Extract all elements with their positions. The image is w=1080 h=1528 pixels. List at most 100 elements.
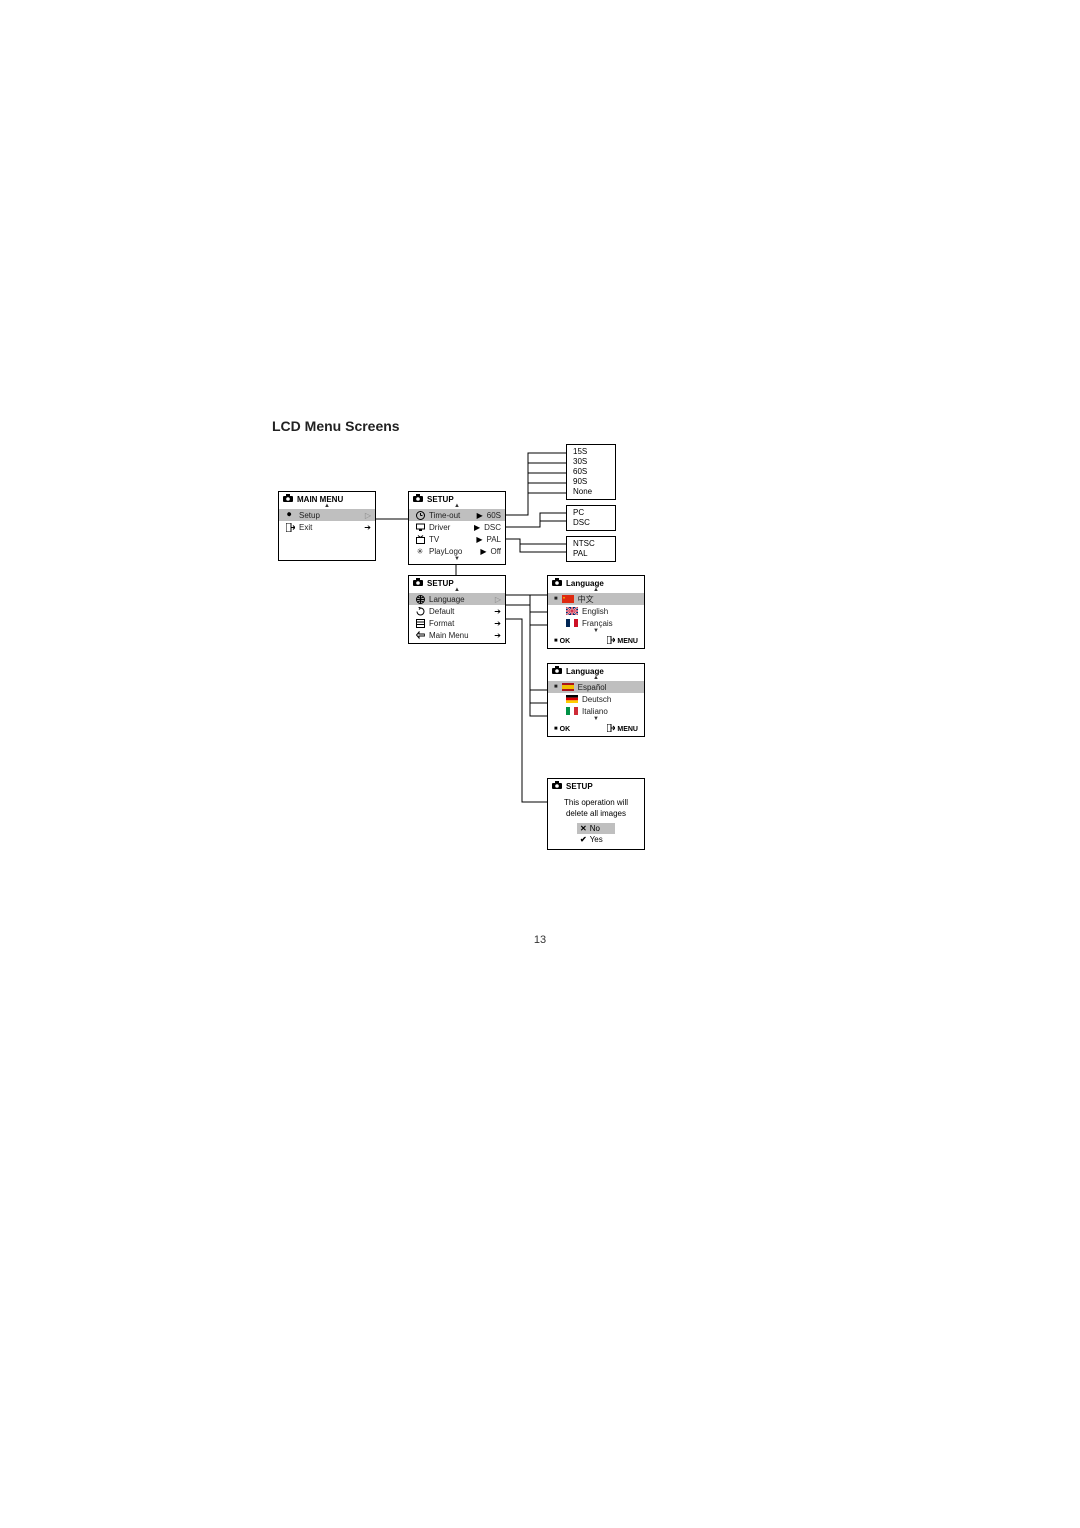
arrow-right-icon: ➔ <box>494 607 501 616</box>
menu-item-tv[interactable]: TV ▶ PAL <box>409 533 505 545</box>
opt-30s[interactable]: 30S <box>573 457 609 467</box>
confirm-line2: delete all images <box>552 808 640 819</box>
exit-icon <box>607 724 615 734</box>
driver-value: DSC <box>484 523 501 532</box>
flag-icon-cn <box>562 595 574 603</box>
confirm-title: SETUP <box>566 782 593 791</box>
confirm-no-label: No <box>590 824 600 833</box>
confirm-header: SETUP <box>548 779 644 791</box>
opt-ntsc[interactable]: NTSC <box>573 539 609 549</box>
format-icon <box>415 619 425 628</box>
lang-english-label: English <box>582 607 640 616</box>
page-number: 13 <box>0 934 1080 946</box>
panel-main-menu: MAIN MENU ▲ Setup ▷ Exit ➔ <box>278 491 376 561</box>
timeout-label: Time-out <box>429 511 473 520</box>
menu-item-timeout[interactable]: Time-out ▶ 60S <box>409 509 505 521</box>
globe-icon <box>415 595 425 604</box>
x-icon: ✕ <box>580 824 587 833</box>
camera-icon <box>552 578 562 588</box>
back-icon <box>415 631 425 640</box>
exit-icon <box>607 636 615 646</box>
lang-german-label: Deutsch <box>582 695 640 704</box>
lang-french-label: Français <box>582 619 640 628</box>
menu-item-driver[interactable]: Driver ▶ DSC <box>409 521 505 533</box>
arrow-right-icon: ▶ <box>474 523 480 532</box>
camera-icon <box>552 666 562 676</box>
tv-label: TV <box>429 535 472 544</box>
main-menu-title: MAIN MENU <box>297 495 343 504</box>
confirm-no[interactable]: ✕ No <box>577 823 615 834</box>
default-label: Default <box>429 607 490 616</box>
menu-item-default[interactable]: Default ➔ <box>409 605 505 617</box>
main-menu-label: Main Menu <box>429 631 490 640</box>
arrow-right-icon: ➔ <box>494 631 501 640</box>
camera-icon <box>552 781 562 791</box>
monitor-icon <box>415 523 425 532</box>
playlogo-value: Off <box>490 547 501 556</box>
opt-90s[interactable]: 90S <box>573 477 609 487</box>
menu-item-setup[interactable]: Setup ▷ <box>279 509 375 521</box>
lang-italian-label: Italiano <box>582 707 640 716</box>
lang-item-spanish[interactable]: ■ Español <box>548 681 644 693</box>
reset-icon <box>415 607 425 616</box>
lang2-footer: ■ OK MENU <box>548 722 644 736</box>
flag-icon-uk <box>566 607 578 615</box>
flag-icon-it <box>566 707 578 715</box>
footer-menu[interactable]: MENU <box>617 726 638 733</box>
setup1-title: SETUP <box>427 495 454 504</box>
opt-pal[interactable]: PAL <box>573 549 609 559</box>
tv-icon <box>415 535 425 544</box>
playlogo-label: PlayLogo <box>429 547 476 556</box>
flag-icon-de <box>566 695 578 703</box>
arrow-right-icon: ▶ <box>480 547 486 556</box>
confirm-yes-label: Yes <box>590 835 603 844</box>
connector-lines <box>0 0 1080 1528</box>
confirm-yes[interactable]: ✔ Yes <box>577 834 615 845</box>
exit-icon <box>285 523 295 532</box>
flag-icon-fr <box>566 619 578 627</box>
menu-item-language[interactable]: Language ▷ <box>409 593 505 605</box>
bullet-icon: ■ <box>554 684 558 690</box>
bullet-icon: ■ <box>554 638 558 644</box>
lang1-footer: ■ OK MENU <box>548 634 644 648</box>
lang-chinese-label: 中文 <box>578 594 640 605</box>
opt-15s[interactable]: 15S <box>573 447 609 457</box>
lang-spanish-label: Español <box>578 683 640 692</box>
sparkle-icon: ✳ <box>415 547 425 556</box>
check-icon: ✔ <box>580 835 587 844</box>
footer-ok[interactable]: OK <box>560 638 571 645</box>
menu-item-format[interactable]: Format ➔ <box>409 617 505 629</box>
format-label: Format <box>429 619 490 628</box>
panel-setup-1: SETUP ▲ Time-out ▶ 60S Driver ▶ DSC TV ▶… <box>408 491 506 565</box>
wrench-icon <box>285 511 295 520</box>
bullet-icon: ■ <box>554 726 558 732</box>
lang-item-german[interactable]: Deutsch <box>548 693 644 705</box>
flag-icon-es <box>562 683 574 691</box>
options-timeout: 15S 30S 60S 90S None <box>566 444 616 500</box>
options-tv: NTSC PAL <box>566 536 616 562</box>
menu-item-main-menu[interactable]: Main Menu ➔ <box>409 629 505 641</box>
footer-ok[interactable]: OK <box>560 726 571 733</box>
panel-language-1: Language ▲ ■ 中文 English Français ▼ <box>547 575 645 649</box>
arrow-right-icon: ▷ <box>365 511 371 520</box>
camera-icon <box>413 578 423 588</box>
opt-dsc[interactable]: DSC <box>573 518 609 528</box>
setup2-title: SETUP <box>427 579 454 588</box>
opt-60s[interactable]: 60S <box>573 467 609 477</box>
panel-confirm: SETUP This operation will delete all ima… <box>547 778 645 850</box>
timeout-value: 60S <box>487 511 501 520</box>
lang-item-english[interactable]: English <box>548 605 644 617</box>
bullet-icon: ■ <box>554 596 558 602</box>
tv-value: PAL <box>486 535 501 544</box>
menu-item-exit-label: Exit <box>299 523 360 532</box>
clock-icon <box>415 511 425 520</box>
menu-item-exit[interactable]: Exit ➔ <box>279 521 375 533</box>
page-title: LCD Menu Screens <box>272 418 400 434</box>
arrow-right-icon: ➔ <box>494 619 501 628</box>
panel-setup-2: SETUP ▲ Language ▷ Default ➔ Format ➔ <box>408 575 506 644</box>
confirm-line1: This operation will <box>552 797 640 808</box>
footer-menu[interactable]: MENU <box>617 638 638 645</box>
lang-item-chinese[interactable]: ■ 中文 <box>548 593 644 605</box>
opt-none[interactable]: None <box>573 487 609 497</box>
opt-pc[interactable]: PC <box>573 508 609 518</box>
